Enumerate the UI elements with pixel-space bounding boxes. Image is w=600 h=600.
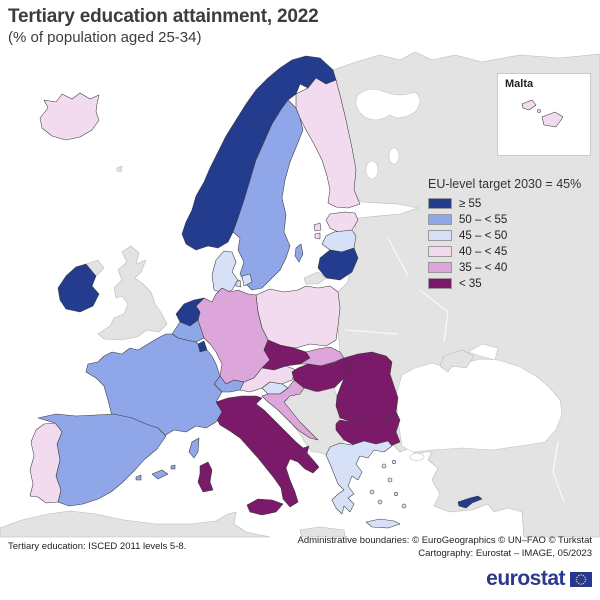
country-corsica <box>188 437 200 459</box>
lake-ladoga <box>365 160 379 180</box>
country-malta-gozo <box>521 99 537 111</box>
eu-flag-icon <box>570 571 592 587</box>
country-sweden <box>232 99 304 291</box>
eu-flag-stars <box>575 573 587 585</box>
country-croatia <box>261 379 319 441</box>
country-czechia <box>261 339 311 371</box>
region-united-kingdom <box>97 245 168 341</box>
country-bulgaria <box>335 411 401 449</box>
title-block: Tertiary education attainment, 2022 (% o… <box>8 6 319 46</box>
country-italy <box>213 395 320 508</box>
country-malta-comino <box>537 109 541 113</box>
country-cyprus <box>457 495 483 509</box>
country-sicily <box>246 498 284 516</box>
country-slovakia <box>299 346 345 367</box>
malta-inset-label: Malta <box>505 78 534 90</box>
country-denmark <box>211 250 239 294</box>
country-finland <box>295 77 361 209</box>
legend: EU-level target 2030 = 45% ≥ 55 50 – < 55… <box>428 177 581 292</box>
legend-swatch <box>428 278 452 289</box>
legend-label: ≥ 55 <box>459 197 482 210</box>
malta-inset: Malta <box>497 73 591 156</box>
legend-label: 50 – < 55 <box>459 213 508 226</box>
eurostat-logo-text: eurostat <box>486 567 565 590</box>
country-estonia <box>325 211 359 233</box>
region-faroe-islands <box>116 165 123 173</box>
region-crimea <box>439 349 475 373</box>
footnote-right: Administrative boundaries: © EuroGeograp… <box>297 535 592 560</box>
country-malta-main <box>541 111 564 128</box>
country-poland <box>255 285 341 349</box>
legend-item: 40 – < 45 <box>428 244 581 259</box>
page-title: Tertiary education attainment, 2022 <box>8 6 319 27</box>
country-greece <box>325 440 393 515</box>
legend-label: 45 – < 50 <box>459 229 508 242</box>
page-subtitle: (% of population aged 25-34) <box>8 29 202 46</box>
country-sardinia <box>197 461 214 493</box>
sea-of-azov <box>467 343 499 361</box>
footnote-boundaries: Administrative boundaries: © EuroGeograp… <box>297 535 592 546</box>
sea-of-marmara <box>409 453 425 461</box>
malta-inset-map <box>521 99 564 128</box>
legend-items: ≥ 55 50 – < 55 45 – < 50 40 – < 45 35 – < 40… <box>428 196 581 291</box>
legend-swatch <box>428 246 452 257</box>
country-sweden-gotland <box>294 243 304 263</box>
region-kaliningrad <box>303 271 327 285</box>
black-sea <box>395 358 563 453</box>
region-north-africa <box>0 510 271 538</box>
footnote-cartography: Cartography: Eurostat – IMAGE, 05/2023 <box>418 547 592 559</box>
country-iceland <box>39 92 100 141</box>
eurostat-logo: eurostat <box>486 567 592 591</box>
legend-item: 45 – < 50 <box>428 228 581 243</box>
country-ireland <box>57 263 100 313</box>
noneu-internal-borders <box>344 237 565 538</box>
legend-title: EU-level target 2030 = 45% <box>428 177 582 191</box>
country-estonia-islands <box>313 222 322 240</box>
country-portugal <box>29 422 63 504</box>
country-greece-aegean-islands <box>369 459 407 509</box>
country-crete <box>365 518 401 529</box>
legend-item: 50 – < 55 <box>428 212 581 227</box>
legend-swatch <box>428 214 452 225</box>
country-latvia <box>321 229 357 253</box>
legend-label: 35 – < 40 <box>459 261 508 274</box>
country-balearic-islands <box>135 464 176 481</box>
legend-label: 40 – < 45 <box>459 245 508 258</box>
region-libya-coast <box>299 526 346 538</box>
footnote-left: Tertiary education: ISCED 2011 levels 5-… <box>8 541 187 552</box>
legend-swatch <box>428 230 452 241</box>
white-sea <box>355 88 421 121</box>
legend-item: 35 – < 40 <box>428 260 581 275</box>
legend-swatch <box>428 262 452 273</box>
legend-swatch <box>428 198 452 209</box>
legend-item: ≥ 55 <box>428 196 581 211</box>
country-denmark-islands <box>235 273 253 288</box>
legend-item: < 35 <box>428 276 581 291</box>
lake-onega <box>388 147 400 165</box>
legend-label: < 35 <box>459 277 482 290</box>
country-lithuania <box>317 247 359 281</box>
